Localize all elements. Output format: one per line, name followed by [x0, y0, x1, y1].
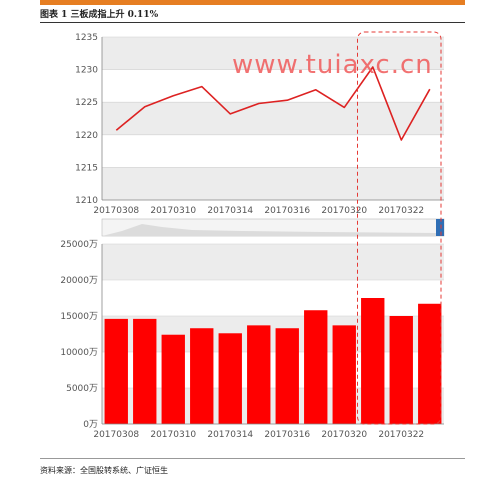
bar [389, 316, 413, 424]
x-tick-label: 20170308 [93, 430, 139, 440]
highlight-rect [357, 31, 442, 425]
highlight-box [357, 31, 442, 425]
bar [418, 303, 442, 424]
bar [218, 333, 242, 424]
x-tick-label: 20170316 [264, 430, 310, 440]
y-tick-label: 5000万 [66, 384, 98, 394]
x-tick-label: 20170310 [150, 206, 196, 216]
grid-band [102, 388, 444, 424]
y-tick-label: 1225 [75, 98, 98, 108]
bar [361, 298, 385, 424]
bar [275, 328, 299, 424]
bar [190, 328, 214, 424]
y-tick-label: 1210 [75, 196, 98, 206]
x-tick-label: 20170322 [378, 206, 424, 216]
grid-band [102, 167, 444, 200]
x-tick-label: 20170310 [150, 430, 196, 440]
navigator-sparkline [102, 224, 436, 236]
footer-divider [40, 458, 465, 459]
y-tick-label: 10000万 [60, 348, 98, 358]
bar [133, 318, 157, 424]
x-tick-label: 20170322 [378, 430, 424, 440]
grid-band [102, 316, 444, 352]
grid-band [102, 37, 444, 70]
source-note: 资料来源：全国股转系统、广证恒生 [40, 466, 168, 475]
bar [247, 325, 271, 424]
x-tick-label: 20170308 [93, 206, 139, 216]
y-tick-label: 20000万 [60, 276, 98, 286]
x-tick-label: 20170316 [264, 206, 310, 216]
range-navigator[interactable] [101, 218, 445, 237]
y-tick-label: 1215 [75, 163, 98, 173]
bar [304, 310, 328, 424]
grid-band [102, 244, 444, 280]
x-tick-label: 20170314 [207, 206, 253, 216]
y-tick-label: 0万 [83, 420, 98, 430]
title-divider [40, 22, 465, 23]
y-tick-label: 1230 [75, 66, 98, 76]
line-series [115, 66, 431, 141]
x-tick-label: 20170320 [321, 430, 367, 440]
x-tick-label: 20170320 [321, 206, 367, 216]
figure-title: 图表 1 三板成指上升 0.11% [40, 10, 159, 20]
x-tick-label: 20170314 [207, 430, 253, 440]
grid-band [102, 102, 444, 135]
bar [104, 318, 128, 424]
navigator-handle[interactable] [436, 219, 444, 236]
y-tick-label: 1220 [75, 131, 98, 141]
bar [332, 325, 356, 424]
header-accent-bar [40, 0, 465, 5]
y-tick-label: 15000万 [60, 312, 98, 322]
bar [161, 334, 185, 424]
y-tick-label: 25000万 [60, 240, 98, 250]
watermark-text: www.tuiaxc.cn [232, 50, 433, 80]
y-tick-label: 1235 [75, 33, 98, 43]
